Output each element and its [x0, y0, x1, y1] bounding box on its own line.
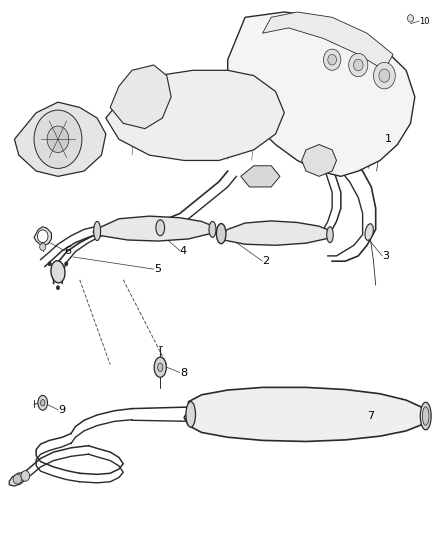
Polygon shape [228, 12, 415, 176]
Text: 8: 8 [180, 368, 187, 377]
Text: 1: 1 [385, 134, 392, 144]
Polygon shape [93, 216, 215, 241]
Ellipse shape [216, 223, 226, 244]
Polygon shape [302, 144, 336, 176]
Ellipse shape [13, 474, 22, 484]
Ellipse shape [41, 400, 45, 406]
Circle shape [40, 243, 46, 251]
Text: 7: 7 [367, 411, 374, 421]
Circle shape [64, 262, 68, 266]
Circle shape [379, 69, 390, 82]
Text: 6: 6 [64, 246, 71, 256]
Text: 5: 5 [154, 264, 161, 274]
Polygon shape [219, 221, 332, 245]
Text: 2: 2 [262, 256, 270, 266]
Ellipse shape [38, 395, 47, 410]
Circle shape [374, 62, 395, 89]
Ellipse shape [209, 221, 216, 237]
Ellipse shape [51, 261, 65, 283]
Ellipse shape [365, 224, 373, 240]
Polygon shape [110, 65, 171, 128]
Text: 3: 3 [382, 251, 389, 261]
Circle shape [48, 262, 51, 266]
Circle shape [47, 126, 69, 152]
Ellipse shape [158, 363, 163, 372]
Ellipse shape [186, 402, 195, 427]
Circle shape [407, 14, 413, 22]
Text: 10: 10 [419, 17, 430, 26]
Ellipse shape [423, 407, 429, 425]
Circle shape [34, 110, 82, 168]
Circle shape [21, 471, 30, 481]
Polygon shape [9, 472, 27, 486]
Ellipse shape [420, 402, 431, 430]
Circle shape [328, 54, 336, 65]
Ellipse shape [156, 220, 165, 236]
Polygon shape [184, 387, 428, 441]
Circle shape [56, 286, 60, 290]
Polygon shape [262, 12, 393, 70]
Polygon shape [106, 70, 284, 160]
Ellipse shape [327, 227, 333, 243]
Ellipse shape [94, 221, 101, 240]
Polygon shape [14, 102, 106, 176]
Circle shape [38, 230, 48, 243]
Circle shape [353, 59, 363, 71]
Polygon shape [241, 166, 280, 187]
Text: 4: 4 [180, 246, 187, 256]
Text: 9: 9 [58, 405, 65, 415]
Ellipse shape [154, 357, 166, 377]
Circle shape [323, 49, 341, 70]
Polygon shape [34, 227, 51, 245]
Circle shape [349, 53, 368, 77]
